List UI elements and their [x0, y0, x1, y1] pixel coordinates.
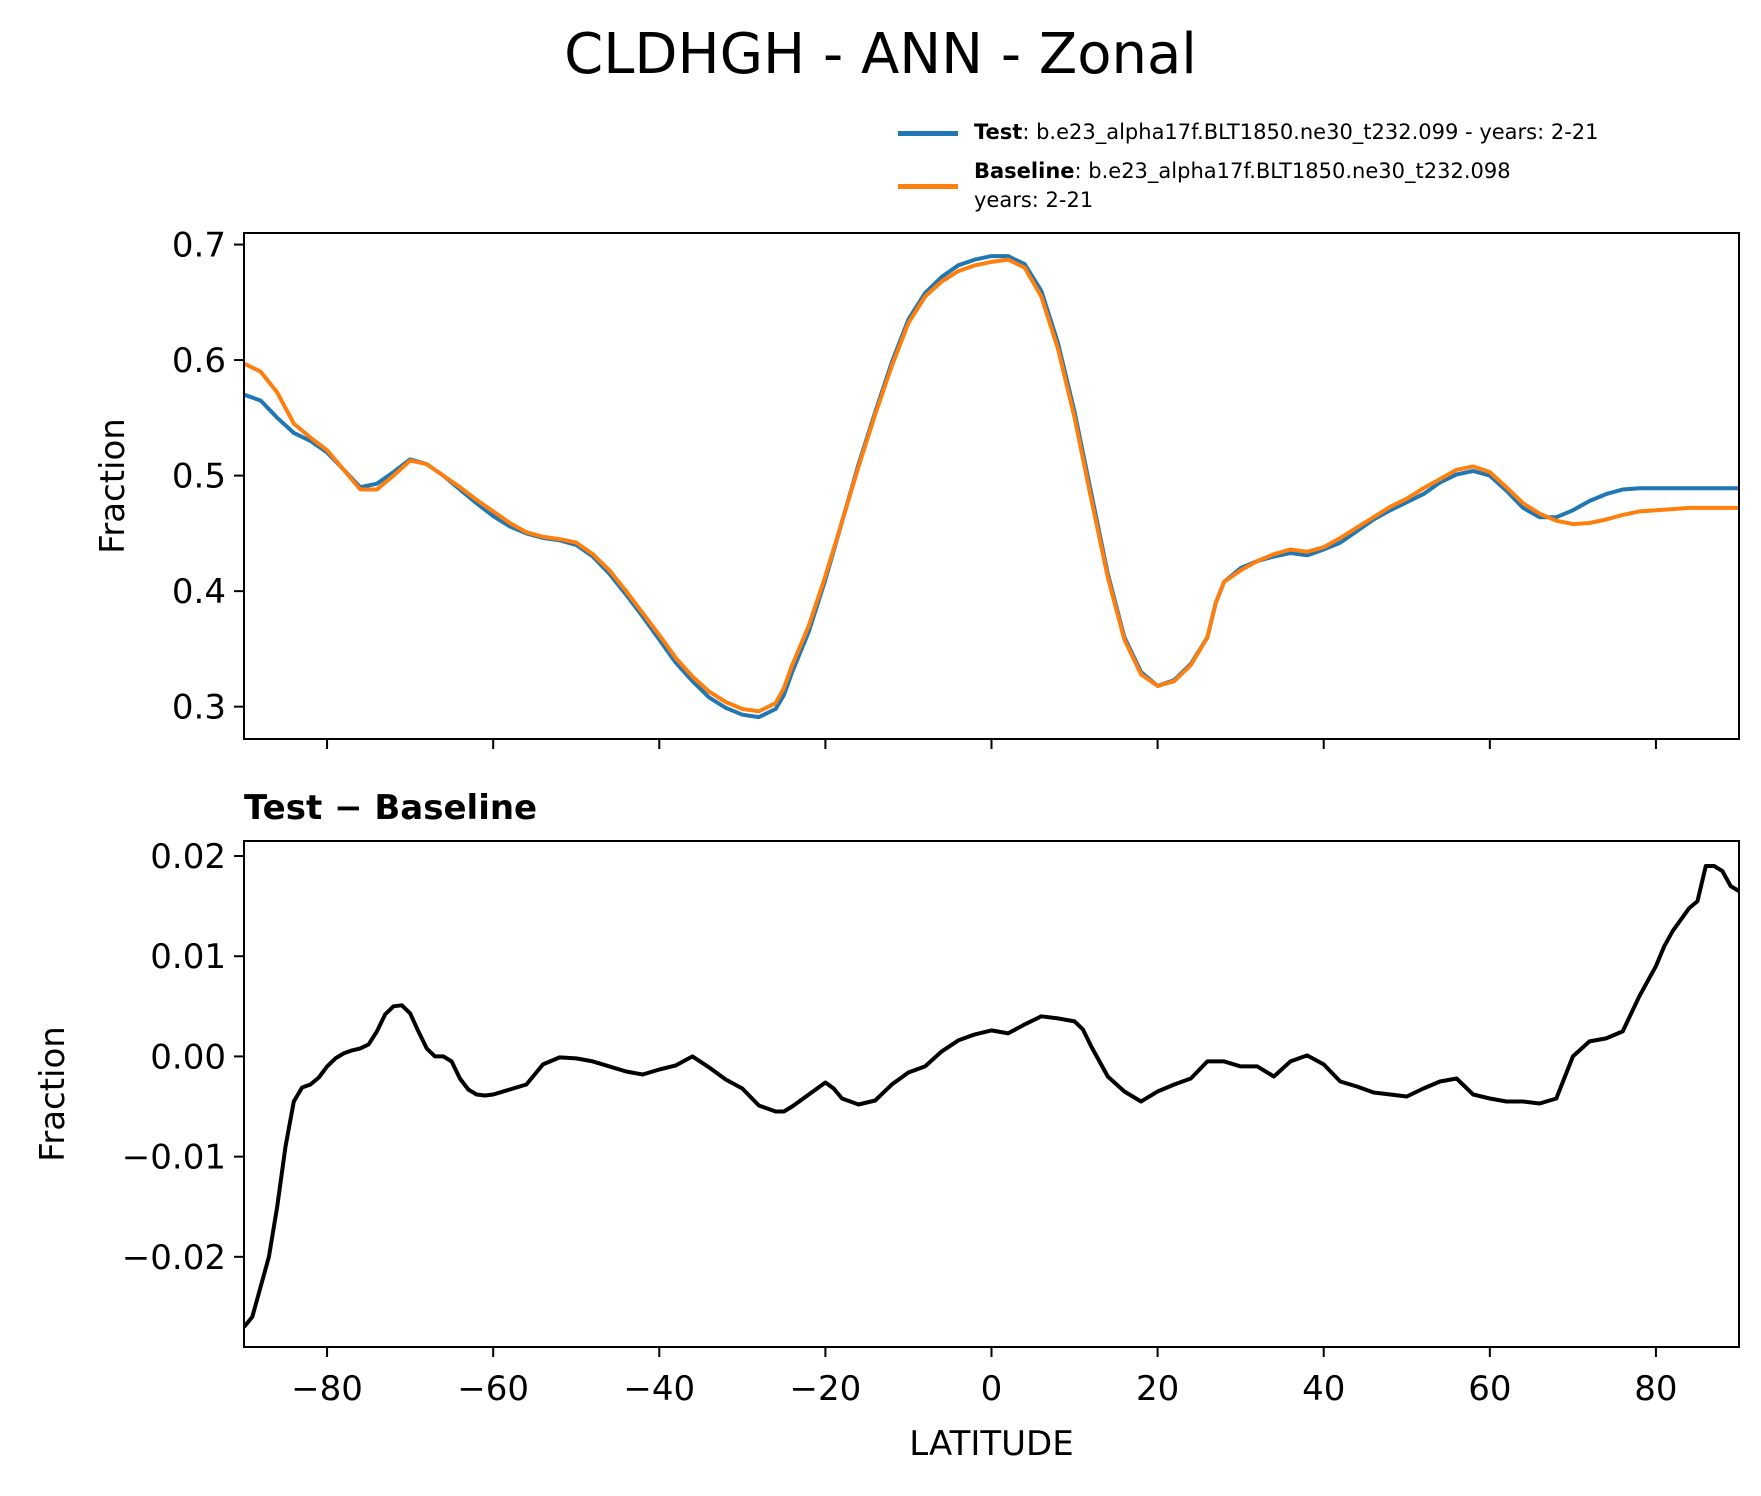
- x-axis-label-1: LATITUDE: [909, 1424, 1073, 1464]
- bottom-panel: −0.02 −0.01 0.00 0.01 0.02 −80 −60 −40 −20 0 20 40 6…: [33, 788, 1740, 1464]
- y-tick-label-0-1: 0.4: [172, 572, 226, 612]
- x-tick-label-1-1: −60: [457, 1369, 529, 1409]
- legend-label-baseline-line2: years: 2-21: [974, 188, 1094, 212]
- x-tick-label-1-4: 0: [981, 1369, 1003, 1409]
- axes-frame-1: [243, 840, 1740, 1348]
- y-tick-label-1-2: 0.00: [150, 1037, 226, 1077]
- legend-swatch-baseline: [898, 184, 958, 189]
- x-tick-label-1-3: −20: [790, 1369, 862, 1409]
- subplot-title-1: Test − Baseline: [244, 788, 537, 828]
- legend-swatch-test: [898, 131, 958, 136]
- legend-label-test: : b.e23_alpha17f.BLT1850.ne30_t232.099 -…: [1022, 120, 1599, 144]
- y-tick-label-0-3: 0.6: [172, 341, 226, 381]
- y-tick-label-1-4: 0.02: [150, 837, 226, 877]
- legend: Test: b.e23_alpha17f.BLT1850.ne30_t232.0…: [898, 118, 1599, 215]
- y-axis-label-0: Fraction: [93, 418, 133, 554]
- legend-name-baseline: Baseline: [974, 159, 1075, 183]
- y-tick-label-1-3: 0.01: [150, 937, 226, 977]
- figure-title: CLDHGH - ANN - Zonal: [564, 22, 1197, 87]
- x-tick-label-1-8: 80: [1634, 1369, 1677, 1409]
- legend-name-test: Test: [974, 120, 1023, 144]
- x-tick-label-1-5: 20: [1136, 1369, 1179, 1409]
- top-panel: 0.3 0.4 0.5 0.6 0.7 Fraction: [93, 226, 1740, 749]
- axes-frame-0: [243, 232, 1740, 740]
- series-line-baseline: [244, 257, 1739, 714]
- x-tick-label-1-0: −80: [291, 1369, 363, 1409]
- y-axis-label-1: Fraction: [33, 1026, 73, 1162]
- y-tick-label-1-0: −0.02: [122, 1238, 226, 1278]
- x-tick-label-1-6: 40: [1302, 1369, 1345, 1409]
- y-tick-label-1-1: −0.01: [122, 1138, 226, 1178]
- series-line-difference: [244, 864, 1739, 1329]
- y-tick-label-0-4: 0.7: [172, 226, 226, 266]
- y-tick-label-0-2: 0.5: [172, 457, 226, 497]
- series-line-test: [244, 254, 1739, 720]
- legend-entry-test: Test: b.e23_alpha17f.BLT1850.ne30_t232.0…: [898, 118, 1599, 147]
- legend-entry-baseline: Baseline: b.e23_alpha17f.BLT1850.ne30_t2…: [898, 157, 1599, 215]
- y-tick-label-0-0: 0.3: [172, 688, 226, 728]
- x-tick-label-1-7: 60: [1468, 1369, 1511, 1409]
- x-tick-label-1-2: −40: [623, 1369, 695, 1409]
- legend-label-baseline: : b.e23_alpha17f.BLT1850.ne30_t232.098: [1074, 159, 1511, 183]
